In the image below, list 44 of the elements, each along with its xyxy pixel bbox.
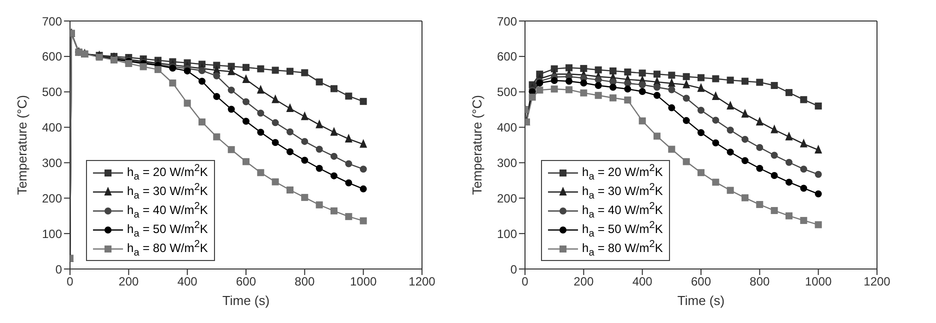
y-tick-label: 400: [496, 120, 518, 135]
x-tick-label: 200: [118, 274, 139, 289]
y-tick-label: 200: [42, 191, 62, 206]
y-axis-title: Temperature (°C): [470, 95, 485, 195]
x-tick-label: 200: [574, 274, 594, 289]
legend-label: h$_{a}$ = 20 W/m$^{2}$K: [582, 162, 663, 182]
x-tick-label: 1000: [350, 274, 378, 289]
legend-label: h$_{a}$ = 40 W/m$^{2}$K: [127, 200, 208, 220]
x-tick-label: 800: [750, 274, 770, 289]
y-tick-label: 100: [42, 226, 62, 241]
y-tick-label: 500: [42, 85, 62, 100]
legend-label: h$_{a}$ = 50 W/m$^{2}$K: [127, 220, 208, 240]
y-tick-label: 600: [496, 50, 518, 64]
x-tick-label: 600: [690, 274, 712, 289]
x-tick-label: 0: [522, 274, 529, 289]
y-tick-label: 700: [496, 14, 518, 28]
x-tick-label: 400: [632, 274, 653, 289]
y-tick-label: 0: [510, 262, 518, 276]
legend-label: h$_{a}$ = 30 W/m$^{2}$K: [127, 182, 208, 202]
y-tick-label: 100: [496, 226, 518, 241]
x-tick-label: 600: [236, 274, 256, 289]
y-tick-label: 0: [55, 262, 62, 276]
y-tick-label: 400: [42, 120, 62, 135]
legend-label: h$_{a}$ = 40 W/m$^{2}$K: [582, 200, 663, 220]
x-tick-label: 800: [294, 274, 315, 289]
legend-label: h$_{a}$ = 50 W/m$^{2}$K: [582, 220, 663, 240]
y-tick-label: 700: [42, 14, 62, 28]
x-axis-title: Time (s): [222, 293, 270, 308]
y-tick-label: 500: [496, 85, 518, 100]
legend-label: h$_{a}$ = 80 W/m$^{2}$K: [127, 238, 208, 258]
x-tick-label: 1200: [408, 274, 436, 289]
x-tick-label: 0: [66, 274, 74, 289]
legend-label: h$_{a}$ = 20 W/m$^{2}$K: [127, 162, 208, 182]
y-tick-label: 200: [496, 191, 518, 206]
x-tick-label: 400: [177, 274, 198, 289]
legend-label: h$_{a}$ = 80 W/m$^{2}$K: [582, 238, 663, 258]
legend-label: h$_{a}$ = 30 W/m$^{2}$K: [582, 182, 663, 202]
y-tick-label: 300: [496, 156, 518, 170]
x-tick-label: 1000: [804, 274, 832, 289]
y-tick-label: 300: [42, 156, 62, 170]
y-tick-label: 600: [42, 50, 62, 64]
x-tick-label: 1200: [864, 274, 891, 289]
x-axis-title: Time (s): [677, 293, 725, 308]
y-axis-title: Temperature (°C): [14, 95, 30, 195]
